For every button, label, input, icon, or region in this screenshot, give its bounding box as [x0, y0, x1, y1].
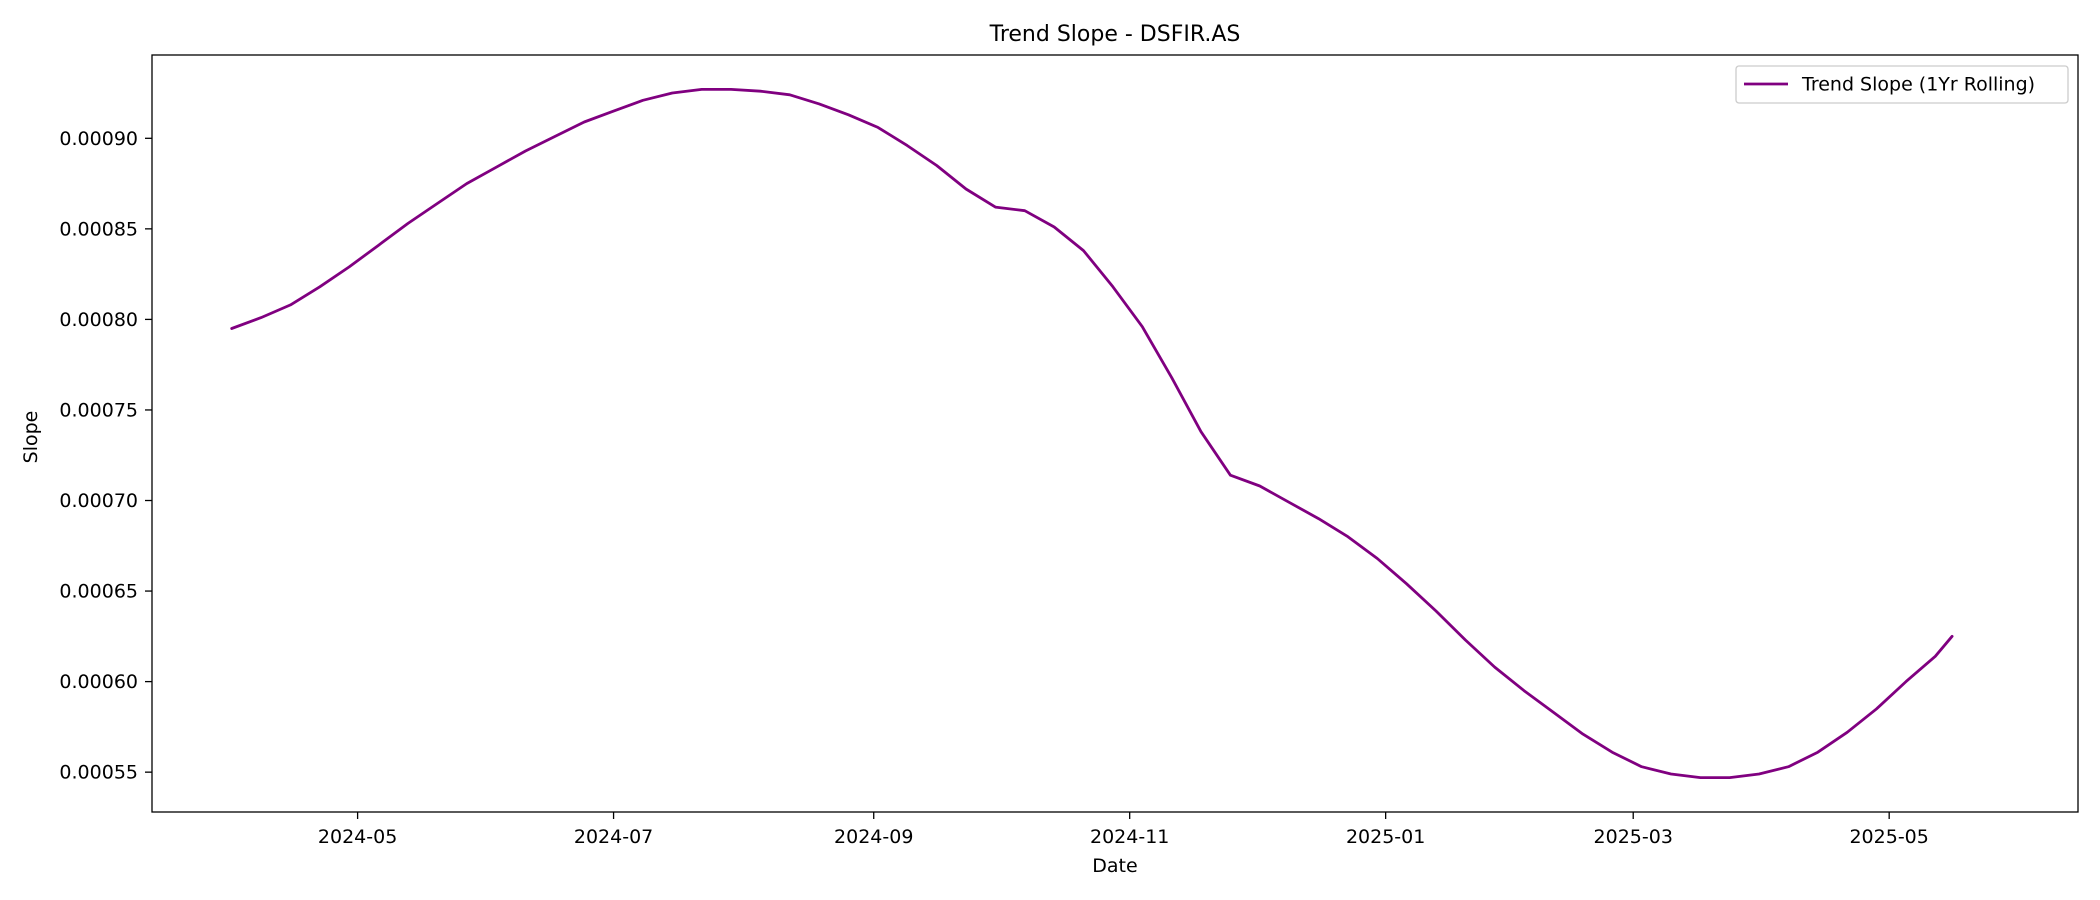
x-tick-label: 2024-11	[1090, 826, 1169, 848]
plot-area	[230, 88, 1954, 779]
x-tick-label: 2025-05	[1849, 826, 1928, 848]
axes-frame	[151, 54, 2079, 813]
y-tick-label: 0.00085	[59, 218, 138, 240]
y-tick-label: 0.00080	[59, 309, 138, 331]
x-tick-label: 2025-03	[1594, 826, 1673, 848]
y-tick-label: 0.00075	[59, 399, 138, 421]
x-tick-label: 2025-01	[1346, 826, 1425, 848]
legend-box	[1735, 65, 2069, 104]
y-tick-label: 0.00055	[59, 762, 138, 784]
y-tick-label: 0.00090	[59, 128, 138, 150]
chart-title: Trend Slope - DSFIR.AS	[989, 22, 1241, 47]
x-axis-ticks: 2024-05 2024-07 2024-09 2024-11 2025-01 2025-…	[318, 812, 1929, 848]
legend: Trend Slope (1Yr Rolling)	[1735, 65, 2069, 104]
y-tick-label: 0.00065	[59, 581, 138, 603]
x-tick-label: 2024-05	[318, 826, 397, 848]
y-tick-label: 0.00070	[59, 490, 138, 512]
x-axis-label: Date	[1092, 855, 1137, 877]
series-line-trend-slope	[230, 88, 1954, 779]
y-axis-label: Slope	[20, 411, 42, 464]
y-tick-label: 0.00060	[59, 671, 138, 693]
y-axis-ticks: 0.00055 0.00060 0.00065 0.00070 0.00075 0.000…	[59, 128, 152, 784]
x-tick-label: 2024-09	[834, 826, 913, 848]
legend-label-trend-slope: Trend Slope (1Yr Rolling)	[1801, 74, 2035, 96]
x-tick-label: 2024-07	[574, 826, 653, 848]
